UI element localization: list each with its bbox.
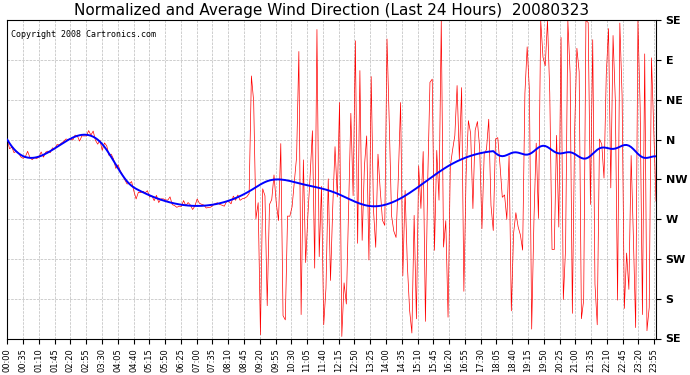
Title: Normalized and Average Wind Direction (Last 24 Hours)  20080323: Normalized and Average Wind Direction (L… (74, 3, 589, 18)
Text: Copyright 2008 Cartronics.com: Copyright 2008 Cartronics.com (10, 30, 155, 39)
